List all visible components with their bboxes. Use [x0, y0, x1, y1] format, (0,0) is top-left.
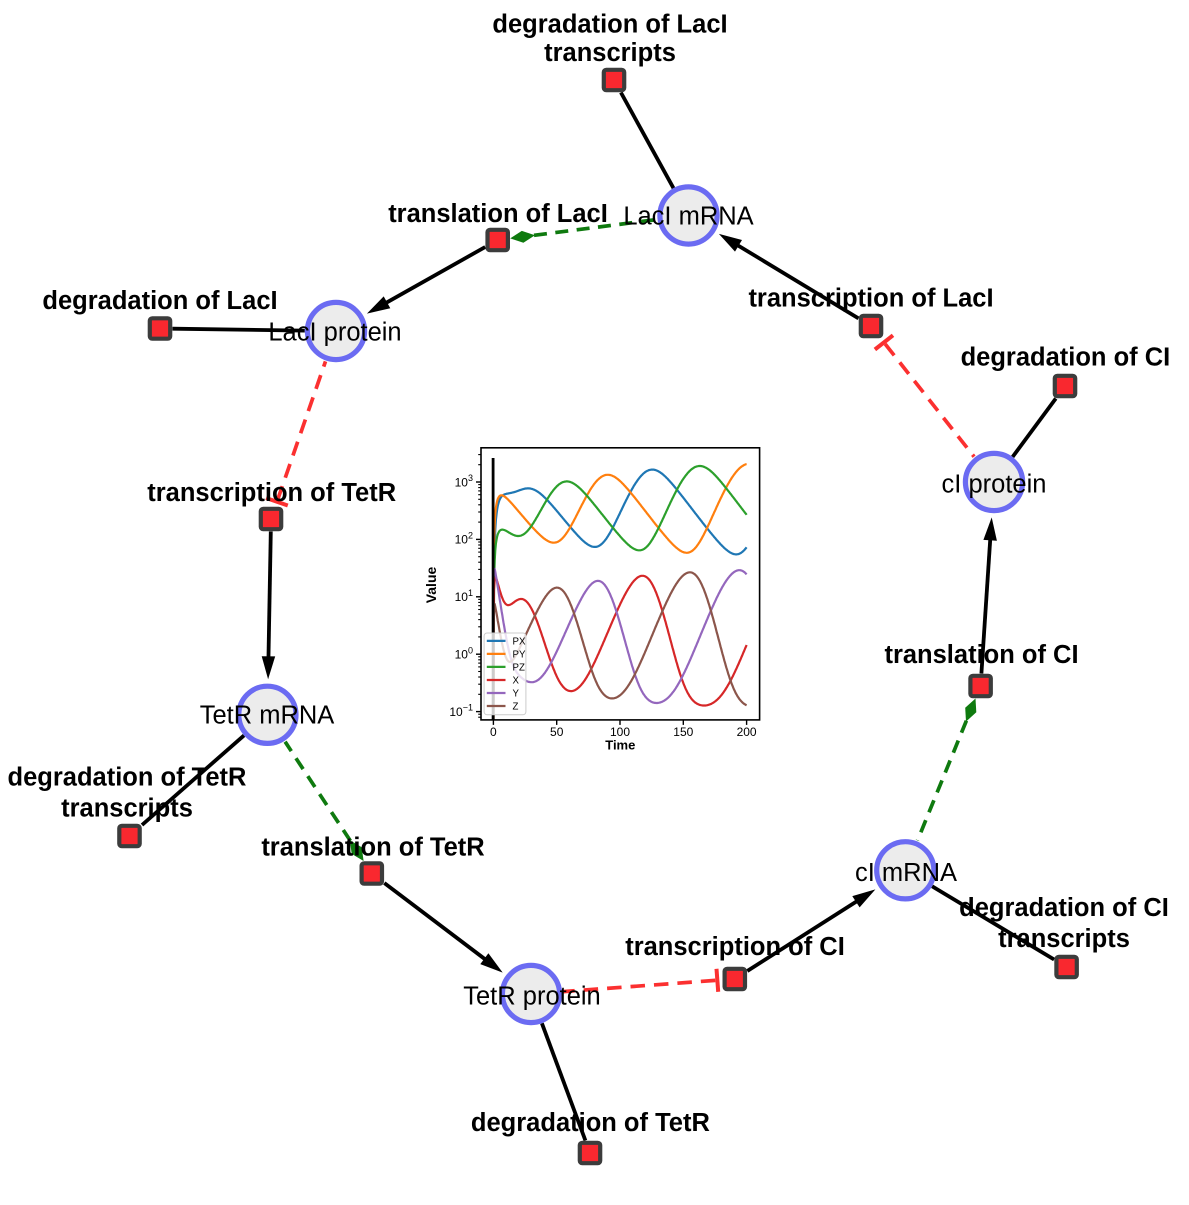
- svg-text:50: 50: [550, 725, 564, 739]
- svg-text:degradation of TetR: degradation of TetR: [8, 763, 247, 791]
- svg-text:transcription of LacI: transcription of LacI: [748, 285, 993, 313]
- svg-text:translation of LacI: translation of LacI: [388, 200, 608, 228]
- svg-text:PY: PY: [513, 649, 526, 660]
- svg-text:transcription of CI: transcription of CI: [625, 933, 845, 961]
- svg-text:100: 100: [610, 725, 630, 739]
- svg-text:degradation of CI: degradation of CI: [959, 894, 1169, 922]
- svg-text:cI mRNA: cI mRNA: [855, 859, 957, 887]
- svg-text:PZ: PZ: [513, 662, 525, 673]
- svg-text:degradation of TetR: degradation of TetR: [471, 1109, 710, 1137]
- svg-text:cI protein: cI protein: [942, 471, 1047, 499]
- svg-text:transcripts: transcripts: [61, 794, 193, 822]
- svg-text:LacI protein: LacI protein: [268, 319, 401, 347]
- svg-text:transcripts: transcripts: [544, 39, 676, 67]
- svg-text:degradation of CI: degradation of CI: [961, 344, 1171, 372]
- svg-text:degradation of LacI: degradation of LacI: [42, 287, 277, 315]
- svg-text:200: 200: [737, 725, 757, 739]
- svg-text:Value: Value: [423, 567, 439, 604]
- svg-text:Y: Y: [513, 688, 520, 699]
- svg-text:PX: PX: [513, 636, 526, 647]
- svg-text:translation of TetR: translation of TetR: [261, 833, 484, 861]
- svg-text:0: 0: [490, 725, 497, 739]
- svg-text:150: 150: [673, 725, 693, 739]
- svg-text:TetR protein: TetR protein: [463, 983, 601, 1011]
- svg-text:LacI mRNA: LacI mRNA: [623, 203, 753, 231]
- svg-text:transcription of TetR: transcription of TetR: [147, 479, 396, 507]
- svg-text:degradation of LacI: degradation of LacI: [492, 10, 727, 38]
- svg-text:TetR mRNA: TetR mRNA: [200, 701, 335, 729]
- svg-text:X: X: [513, 675, 520, 686]
- svg-text:translation of CI: translation of CI: [884, 641, 1078, 669]
- svg-text:Z: Z: [513, 701, 519, 712]
- svg-text:transcripts: transcripts: [998, 925, 1130, 953]
- svg-text:Time: Time: [605, 738, 635, 753]
